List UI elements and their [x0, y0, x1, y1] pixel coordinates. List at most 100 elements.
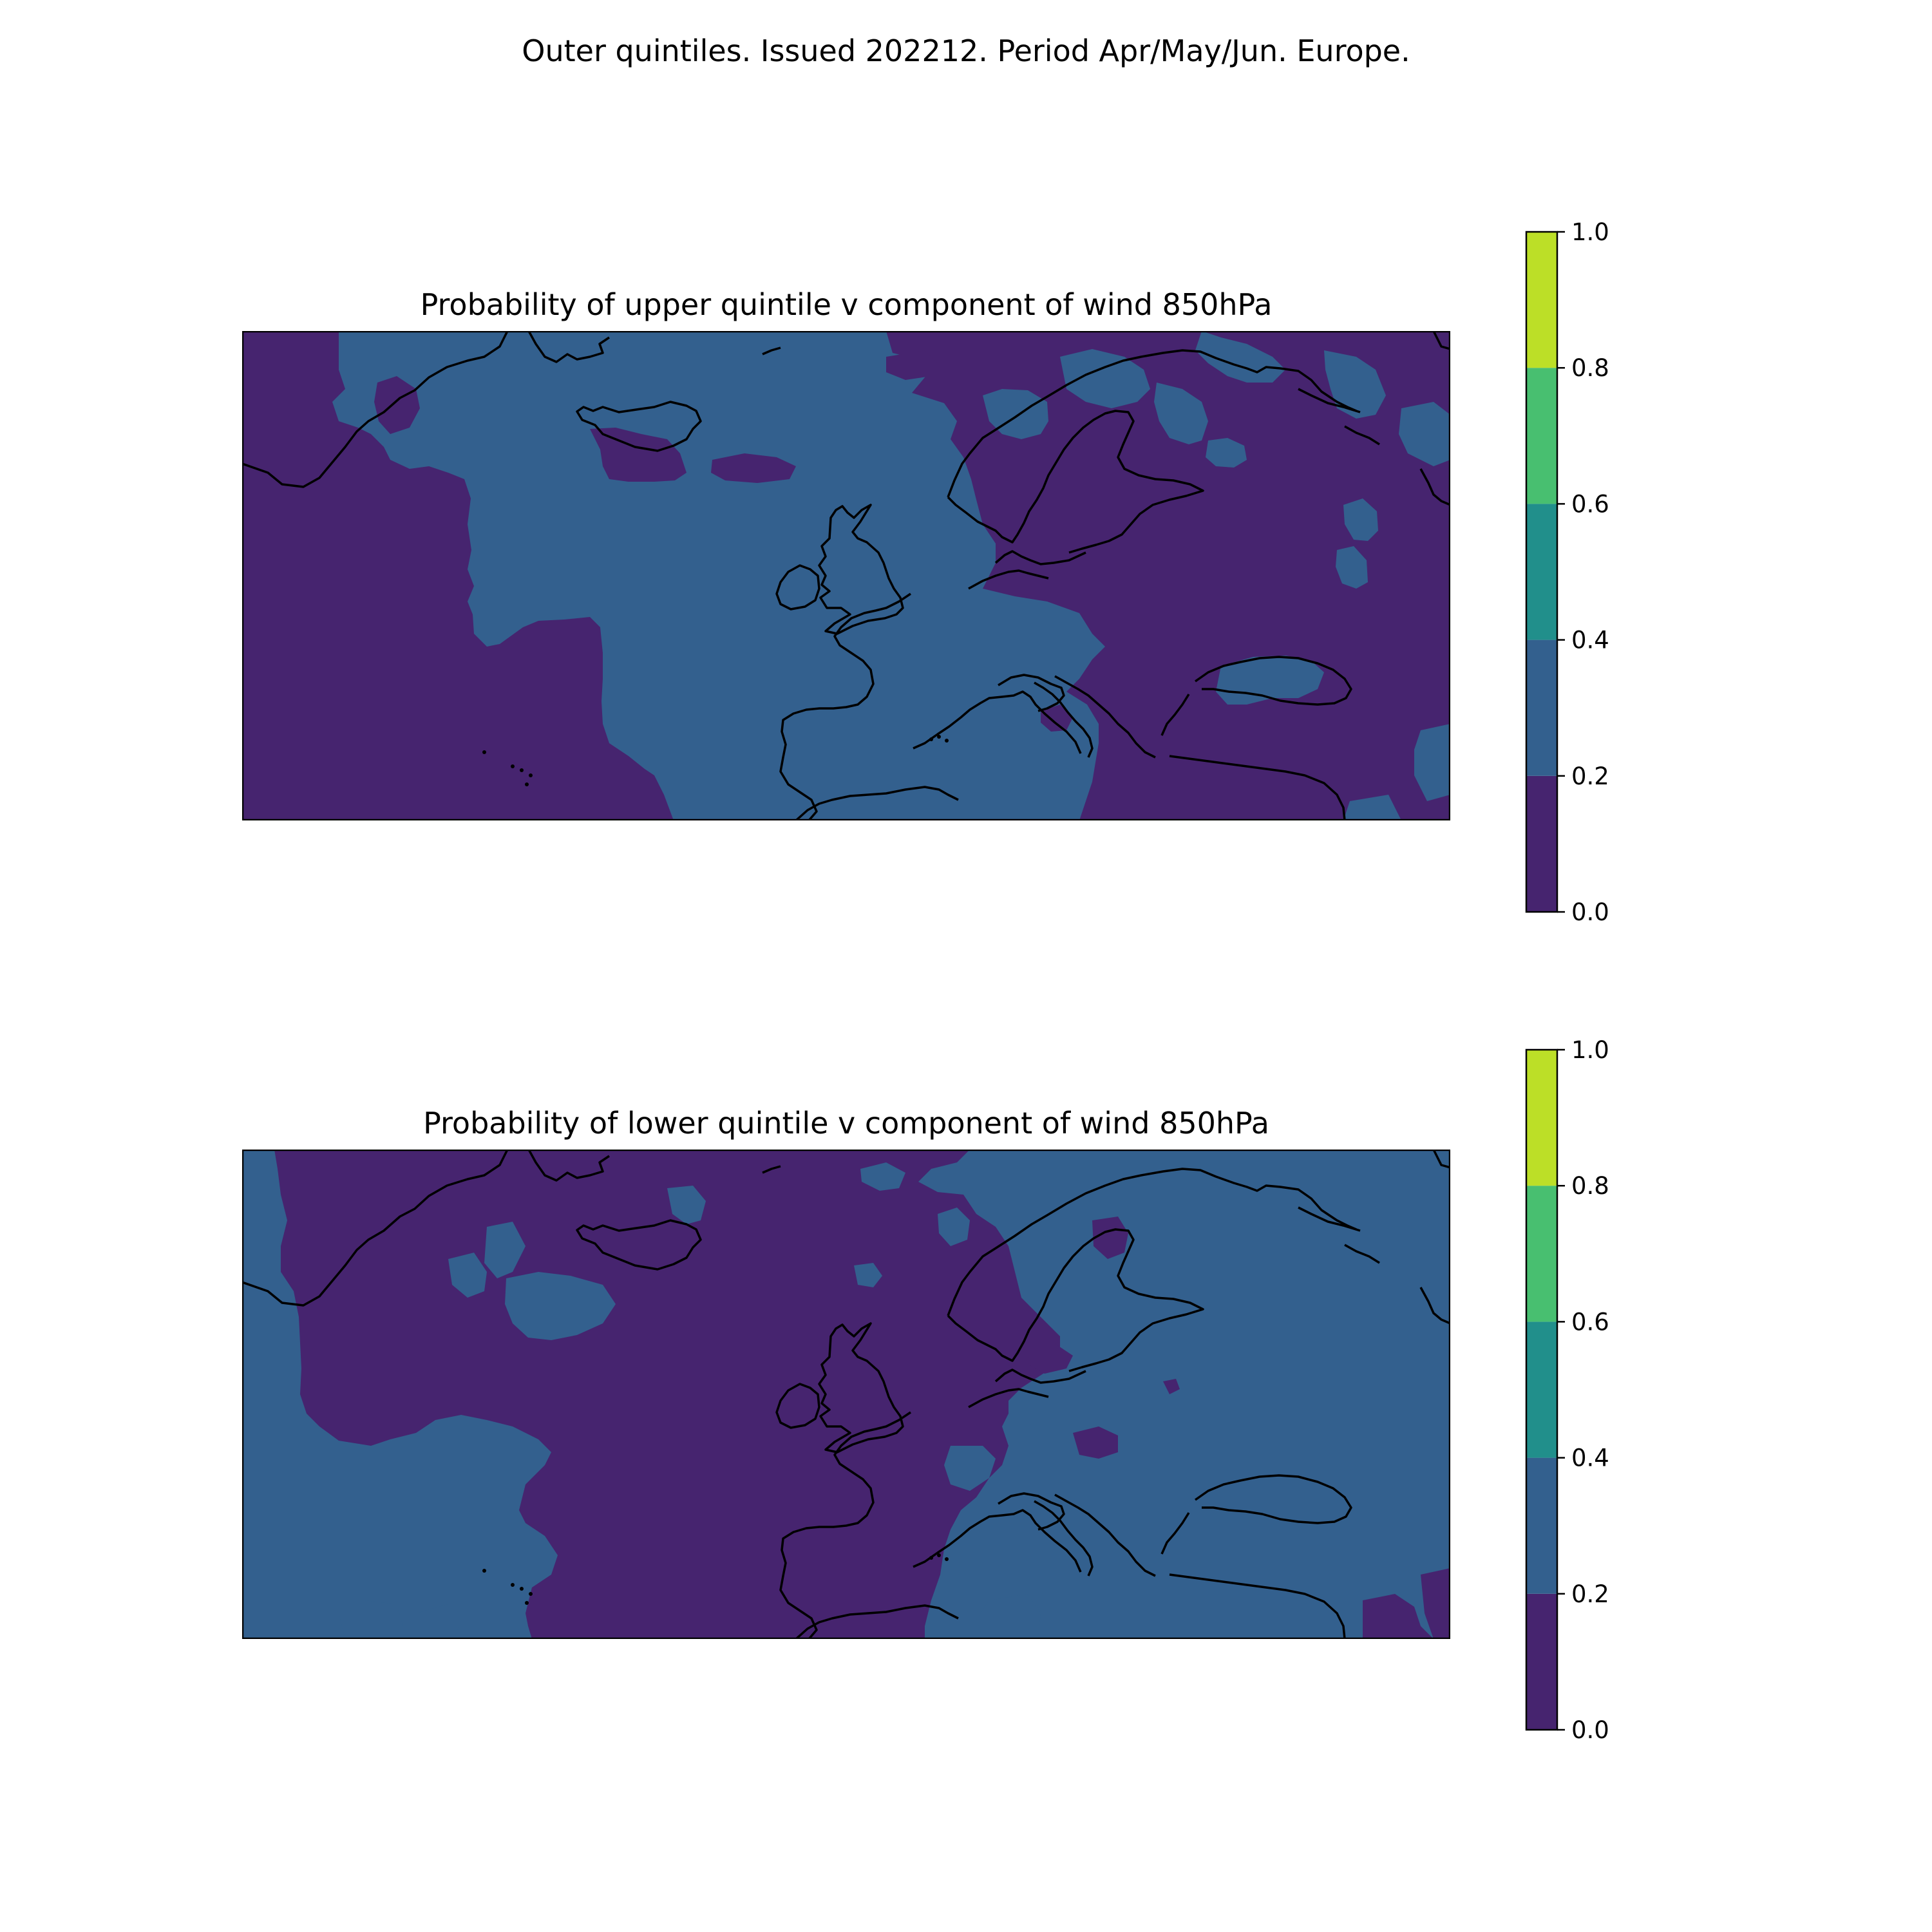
- colorbar-segment: [1526, 232, 1557, 368]
- probability-region: [1399, 402, 1450, 466]
- probability-region: [1041, 705, 1073, 732]
- coastline: [1344, 1244, 1380, 1264]
- probability-region: [667, 1186, 706, 1224]
- island-dot: [929, 1556, 933, 1560]
- colorbar-tick-label: 1.0: [1571, 1036, 1609, 1064]
- lower-colorbar: 0.0 0.2 0.4 0.6 0.8 1.0: [1525, 1036, 1609, 1744]
- probability-region: [374, 376, 420, 434]
- island-dot: [511, 764, 515, 768]
- coastline: [1419, 468, 1450, 506]
- coastline: [818, 1322, 904, 1454]
- island-dot: [929, 737, 933, 741]
- island-dot: [937, 1553, 941, 1557]
- upper-colorbar: 0.0 0.2 0.4 0.6 0.8 1.0: [1525, 218, 1609, 926]
- probability-region: [590, 428, 687, 482]
- probability-region: [944, 1446, 996, 1491]
- coastline: [1169, 1573, 1346, 1639]
- probability-region: [1163, 1379, 1180, 1394]
- colorbar-tick-label: 0.2: [1571, 1580, 1609, 1608]
- colorbar-segment: [1526, 1050, 1557, 1186]
- coastline: [762, 1165, 781, 1174]
- coastline: [779, 1411, 911, 1639]
- coastline: [998, 674, 1065, 712]
- coastline: [1419, 1287, 1450, 1325]
- colorbar-segment: [1526, 1321, 1557, 1458]
- coastline: [1194, 656, 1352, 706]
- colorbar-segment: [1526, 1186, 1557, 1322]
- probability-region: [1421, 1568, 1450, 1639]
- probability-region: [886, 350, 938, 380]
- lower-quintile-map: [242, 1150, 1450, 1639]
- probability-region: [711, 453, 796, 483]
- colorbar-frame: [1525, 231, 1558, 913]
- colorbar-segment: [1526, 1457, 1557, 1594]
- coastline: [527, 331, 610, 363]
- island-dot: [525, 1601, 529, 1605]
- coastline: [1034, 1500, 1094, 1577]
- island-dot: [945, 739, 949, 743]
- coastline: [1034, 681, 1094, 758]
- colorbar-tick-label: 0.6: [1571, 490, 1609, 518]
- coastline: [1160, 694, 1190, 736]
- coastline: [242, 1150, 509, 1307]
- coastline: [1298, 1206, 1361, 1232]
- colorbar-segment: [1526, 775, 1557, 912]
- island-dot: [945, 1557, 949, 1561]
- probability-region: [1206, 438, 1247, 468]
- probability-regions: [332, 331, 1450, 820]
- island-dot: [511, 1583, 515, 1587]
- probability-region: [339, 1600, 403, 1639]
- island-dot: [937, 735, 941, 739]
- figure-suptitle: Outer quintiles. Issued 202212. Period A…: [522, 33, 1410, 68]
- island-dot: [529, 773, 533, 777]
- island-dot: [482, 1569, 486, 1573]
- colorbar-tick-label: 0.0: [1571, 898, 1609, 926]
- coastline: [947, 1168, 1357, 1316]
- probability-region: [1028, 1343, 1073, 1374]
- probability-region: [854, 1263, 882, 1287]
- coastline: [1194, 1474, 1352, 1524]
- island-dot: [520, 768, 524, 772]
- colorbar-segment: [1526, 368, 1557, 504]
- coastline: [527, 1150, 610, 1182]
- coastlines: [242, 1150, 1450, 1639]
- coastline: [1432, 1150, 1450, 1169]
- map-frame: [242, 1150, 1450, 1639]
- probability-region: [860, 1162, 905, 1191]
- coastline: [994, 550, 1086, 565]
- coastline: [1432, 331, 1450, 350]
- coastline: [947, 349, 1357, 498]
- coastline: [795, 786, 959, 820]
- probability-region: [1324, 350, 1386, 419]
- probability-region: [484, 1222, 526, 1278]
- probability-region: [976, 1594, 1041, 1639]
- probability-region: [1060, 349, 1150, 408]
- coastline: [968, 1388, 1049, 1408]
- upper-quintile-map: [242, 331, 1450, 820]
- coastline: [242, 331, 509, 488]
- island-dot: [482, 750, 486, 754]
- colorbar-segment: [1526, 504, 1557, 640]
- probability-region: [448, 1253, 487, 1298]
- probability-region: [505, 1272, 616, 1340]
- coastline: [1054, 1493, 1156, 1577]
- coastline: [913, 1509, 1082, 1573]
- island-dot: [520, 1587, 524, 1591]
- probability-region: [1343, 795, 1401, 820]
- coastlines: [242, 331, 1450, 820]
- probability-region: [1336, 546, 1368, 589]
- coastline: [968, 569, 1049, 590]
- probability-region: [416, 1604, 461, 1639]
- colorbar-segment: [1526, 639, 1557, 776]
- probability-region: [1073, 1426, 1118, 1459]
- colorbar-tick-label: 0.8: [1571, 1172, 1609, 1200]
- upper-panel-title: Probability of upper quintile v componen…: [420, 287, 1273, 322]
- colorbar-tick-label: 0.4: [1571, 627, 1609, 654]
- coastline: [1054, 675, 1156, 759]
- colorbar-tick-label: 0.4: [1571, 1444, 1609, 1472]
- coastline: [947, 410, 1204, 554]
- coastline: [913, 690, 1082, 754]
- coastline: [1298, 388, 1361, 413]
- island-dot: [525, 782, 529, 786]
